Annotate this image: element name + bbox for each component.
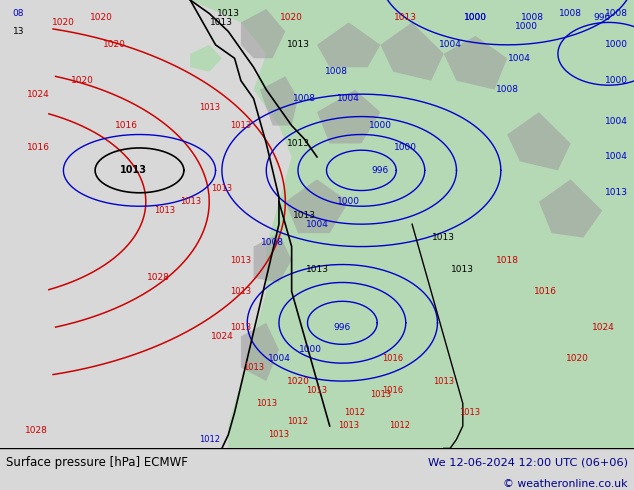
Text: 1013: 1013 (230, 121, 252, 130)
Text: 1000: 1000 (464, 13, 487, 23)
Text: 1012: 1012 (287, 417, 309, 426)
Text: 1013: 1013 (293, 211, 316, 220)
Text: 1013: 1013 (287, 40, 309, 49)
Text: 08: 08 (13, 9, 24, 18)
Text: 1020: 1020 (287, 377, 309, 386)
Text: 1013: 1013 (338, 421, 359, 430)
Text: 1024: 1024 (210, 332, 233, 341)
Text: 1020: 1020 (52, 18, 75, 27)
Text: We 12-06-2024 12:00 UTC (06+06): We 12-06-2024 12:00 UTC (06+06) (428, 458, 628, 468)
Text: 1024: 1024 (27, 90, 49, 98)
Text: 1004: 1004 (268, 354, 290, 363)
Text: 1004: 1004 (337, 94, 360, 103)
Text: 1028: 1028 (25, 426, 48, 435)
Text: Surface pressure [hPa] ECMWF: Surface pressure [hPa] ECMWF (6, 456, 188, 469)
Text: 1012: 1012 (344, 408, 366, 417)
Text: 1008: 1008 (521, 13, 544, 23)
Text: 1000: 1000 (299, 345, 322, 354)
Text: 1013: 1013 (210, 18, 233, 27)
Text: 1008: 1008 (605, 9, 628, 18)
Text: © weatheronline.co.uk: © weatheronline.co.uk (503, 479, 628, 489)
Text: 1013: 1013 (198, 103, 220, 112)
Text: 1000: 1000 (515, 23, 538, 31)
Text: 1008: 1008 (496, 85, 519, 94)
Text: 1013: 1013 (306, 386, 328, 394)
Text: 1013: 1013 (433, 377, 455, 386)
Text: 1024: 1024 (592, 323, 615, 332)
Text: 1013: 1013 (306, 265, 328, 273)
Text: 1000: 1000 (337, 197, 360, 206)
Text: 1020: 1020 (280, 13, 303, 23)
Text: 1013: 1013 (370, 390, 391, 399)
Text: 1004: 1004 (439, 40, 462, 49)
Text: 1018: 1018 (496, 256, 519, 265)
Text: 1013: 1013 (268, 430, 290, 440)
Text: 996: 996 (372, 166, 389, 175)
Text: 1013: 1013 (458, 408, 480, 417)
Text: 1020: 1020 (90, 13, 113, 23)
Text: 1016: 1016 (382, 386, 404, 394)
Text: 996: 996 (333, 323, 351, 332)
Text: 1013: 1013 (230, 287, 252, 296)
Text: 1000: 1000 (605, 40, 628, 49)
Text: 1016: 1016 (27, 144, 49, 152)
Text: 1004: 1004 (508, 54, 531, 63)
Text: 1013: 1013 (432, 233, 455, 242)
Text: 1028: 1028 (147, 273, 170, 282)
Text: 1013: 1013 (394, 13, 417, 23)
Text: 1008: 1008 (559, 9, 582, 18)
Text: 1004: 1004 (605, 152, 628, 161)
Text: 1008: 1008 (293, 94, 316, 103)
Text: 13: 13 (13, 27, 24, 36)
Text: 1020: 1020 (103, 40, 126, 49)
Text: 1013: 1013 (154, 206, 176, 215)
Text: 1020: 1020 (71, 76, 94, 85)
Text: 1013: 1013 (230, 323, 252, 332)
Text: 1013: 1013 (256, 399, 277, 408)
Text: 1013: 1013 (230, 256, 252, 265)
Text: 996: 996 (593, 13, 611, 23)
Text: 1000: 1000 (605, 76, 628, 85)
Text: 1013: 1013 (179, 197, 201, 206)
Text: 1004: 1004 (306, 220, 328, 229)
Text: 1008: 1008 (325, 67, 347, 76)
Text: 1016: 1016 (115, 121, 138, 130)
Text: 1013: 1013 (217, 9, 240, 18)
Text: 1013: 1013 (451, 265, 474, 273)
Text: 1020: 1020 (566, 354, 588, 363)
Text: 1016: 1016 (382, 354, 404, 363)
Text: 1012: 1012 (389, 421, 410, 430)
Text: 1013: 1013 (243, 363, 264, 372)
Text: 1012: 1012 (198, 435, 220, 444)
Text: 1013: 1013 (120, 165, 146, 175)
Text: 1013: 1013 (605, 188, 628, 197)
Text: 1000: 1000 (394, 144, 417, 152)
Text: 1000: 1000 (464, 13, 487, 23)
Text: 1008: 1008 (261, 238, 284, 246)
Text: 1013: 1013 (287, 139, 309, 148)
Text: 1016: 1016 (534, 287, 557, 296)
Text: 1000: 1000 (369, 121, 392, 130)
Text: 1013: 1013 (211, 184, 233, 193)
Text: 1004: 1004 (605, 117, 628, 125)
